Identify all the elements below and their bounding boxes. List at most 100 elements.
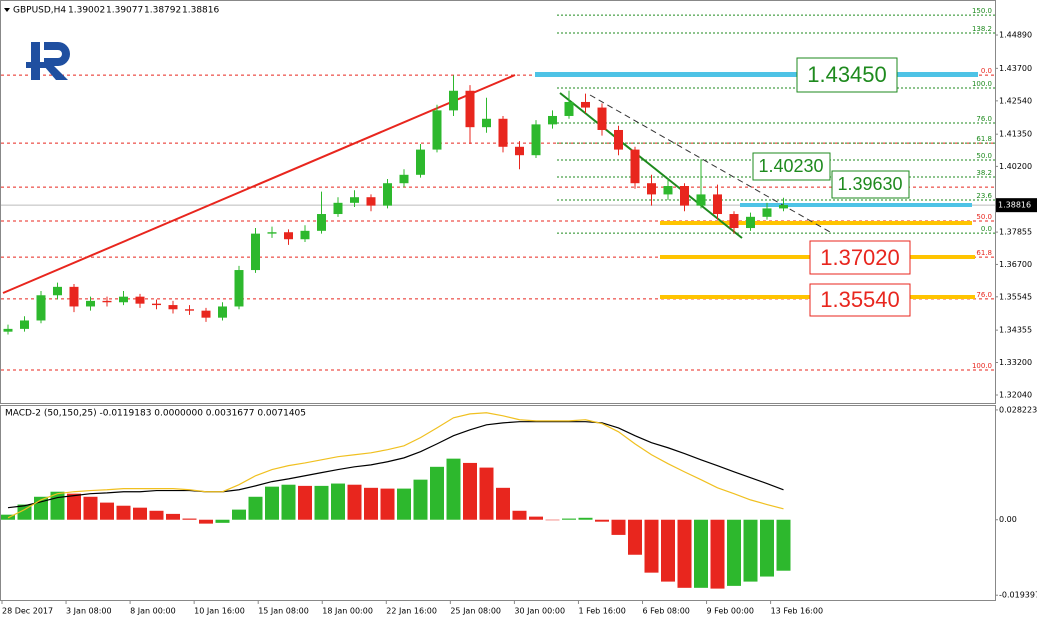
histogram-bar bbox=[661, 519, 675, 582]
x-tick-label: 25 Jan 08:00 bbox=[450, 607, 501, 616]
candle-body bbox=[102, 300, 112, 303]
candle-body bbox=[581, 101, 590, 108]
y-tick-label: 1.40200 bbox=[999, 162, 1032, 171]
candle-body bbox=[350, 197, 359, 203]
histogram-bar bbox=[281, 484, 296, 520]
candle-body bbox=[779, 205, 788, 209]
fib-label: 76.0 bbox=[976, 115, 992, 123]
macd-title: MACD-2 (50,150,25) -0.0119183 0.0000000 … bbox=[5, 409, 306, 419]
callout: 1.39630 bbox=[837, 174, 902, 194]
histogram-bar bbox=[215, 519, 230, 523]
candle-body bbox=[515, 146, 524, 156]
candle-body bbox=[432, 110, 442, 150]
histogram-bar bbox=[727, 519, 741, 586]
histogram-bar bbox=[743, 519, 758, 582]
histogram-bar bbox=[446, 458, 461, 520]
macd-line bbox=[7, 412, 784, 519]
histogram-bar bbox=[314, 485, 329, 520]
callout-box bbox=[809, 283, 911, 317]
fib-label: 150.0 bbox=[972, 7, 992, 15]
candle-body bbox=[300, 230, 310, 240]
y-tick-label: 1.41350 bbox=[999, 130, 1032, 139]
histogram-bar bbox=[17, 504, 32, 520]
histogram-bar bbox=[413, 479, 428, 520]
fib-label: 0.0 bbox=[981, 225, 992, 233]
callout: 1.40230 bbox=[758, 156, 823, 176]
y-tick-label: 1.33200 bbox=[999, 358, 1032, 367]
fib-label: 61.8 bbox=[976, 249, 992, 257]
fib-label: 23.6 bbox=[976, 192, 992, 200]
x-tick-label: 9 Feb 00:00 bbox=[707, 607, 754, 616]
level-highlight bbox=[660, 221, 972, 225]
histogram-bar bbox=[760, 519, 774, 577]
x-tick-label: 6 Feb 08:00 bbox=[643, 607, 690, 616]
candle-body bbox=[333, 202, 343, 215]
histogram-bar bbox=[578, 517, 593, 520]
candle-body bbox=[564, 101, 574, 116]
trend-line bbox=[2, 74, 516, 294]
histogram-bar bbox=[479, 467, 494, 520]
x-tick-label: 28 Dec 2017 bbox=[2, 607, 53, 616]
histogram-bar bbox=[166, 513, 180, 520]
histogram-bar bbox=[628, 519, 642, 555]
price-panel bbox=[0, 0, 996, 404]
candle-body bbox=[498, 118, 508, 147]
y-tick-label: 1.42540 bbox=[999, 96, 1032, 105]
candle-body bbox=[366, 197, 376, 206]
y-tick-label: 1.32040 bbox=[999, 390, 1032, 399]
histogram-bar bbox=[199, 519, 213, 524]
candle-body bbox=[531, 124, 541, 156]
histogram-bar bbox=[298, 485, 312, 520]
x-tick-label: 22 Jan 16:00 bbox=[386, 607, 437, 616]
histogram-bar bbox=[776, 519, 791, 571]
candle-body bbox=[317, 214, 326, 231]
candle-body bbox=[746, 216, 755, 229]
y-tick-label: 0.028223 bbox=[999, 405, 1037, 414]
candle-body bbox=[597, 107, 607, 130]
candle-body bbox=[614, 129, 623, 150]
candle-body bbox=[86, 300, 95, 307]
candle-body bbox=[399, 174, 409, 184]
histogram-bar bbox=[248, 496, 263, 520]
fib-label: 0.0 bbox=[981, 67, 992, 75]
x-tick-label: 15 Jan 08:00 bbox=[258, 607, 309, 616]
candle-body bbox=[762, 208, 772, 217]
candle-body bbox=[69, 286, 79, 307]
x-tick-label: 8 Jan 00:00 bbox=[130, 607, 176, 616]
histogram-bar bbox=[562, 518, 576, 520]
macd-panel bbox=[0, 405, 996, 601]
y-tick-label: 1.43700 bbox=[999, 64, 1032, 73]
x-tick-label: 18 Jan 00:00 bbox=[322, 607, 373, 616]
histogram-bar bbox=[67, 493, 81, 520]
histogram-bar bbox=[611, 519, 626, 535]
candle-body bbox=[465, 90, 475, 128]
y-tick-label: 1.36700 bbox=[999, 260, 1032, 269]
macd-line bbox=[7, 421, 784, 509]
ohlc-value: 1.39077 bbox=[106, 6, 143, 16]
histogram-bar bbox=[595, 519, 609, 522]
candle-body bbox=[135, 296, 145, 304]
menu-arrow[interactable] bbox=[4, 8, 10, 12]
fib-label: 100.0 bbox=[972, 362, 992, 370]
candle-body bbox=[185, 309, 194, 311]
candle-body bbox=[696, 194, 706, 206]
histogram-bar bbox=[232, 509, 246, 520]
candle-body bbox=[416, 149, 425, 175]
y-tick-label: 1.34355 bbox=[999, 326, 1032, 335]
candle-body bbox=[267, 232, 277, 234]
histogram-bar bbox=[133, 507, 147, 520]
ohlc-value: 1.38816 bbox=[182, 6, 219, 16]
candle-body bbox=[53, 286, 62, 296]
histogram-bar bbox=[677, 519, 692, 588]
candle-body bbox=[449, 90, 458, 111]
candle-body bbox=[119, 296, 128, 303]
candle-body bbox=[482, 118, 491, 128]
y-tick-label: 1.35545 bbox=[999, 292, 1032, 301]
fib-label: 50.0 bbox=[976, 152, 992, 160]
candle-body bbox=[218, 306, 227, 318]
callout: 1.43450 bbox=[807, 62, 887, 87]
callout-box bbox=[809, 240, 911, 275]
candle-body bbox=[168, 305, 178, 310]
histogram-bar bbox=[463, 462, 477, 520]
histogram-bar bbox=[694, 519, 708, 588]
